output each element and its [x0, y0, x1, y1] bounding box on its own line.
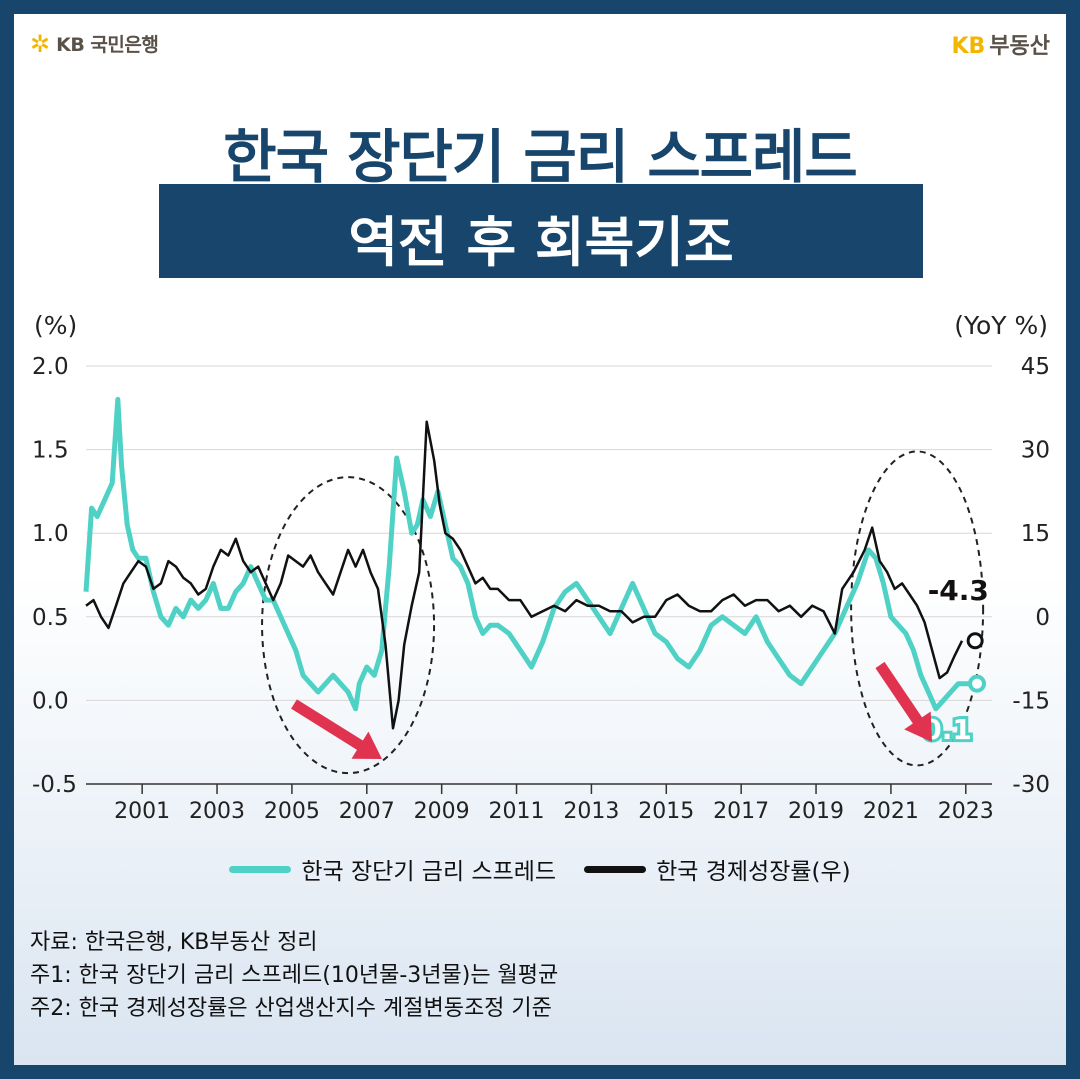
line-chart: 2.0 45 1.5 30 1.0 15 0.5 0 0.0 -15 -0.5 -30 2001 2003…: [32, 354, 1050, 824]
legend-swatch-spread: [229, 865, 292, 873]
background-gradient: [14, 574, 1066, 1065]
legend-label-growth: 한국 경제성장률(우): [656, 859, 851, 885]
y-left-tick-label: 2.0: [32, 354, 69, 380]
x-tick-label: 2007: [339, 799, 395, 824]
x-tick-label: 2017: [713, 799, 769, 824]
growth-last-value-label: -4.3: [928, 574, 989, 607]
kb-bank-logo-text: KB 국민은행: [56, 34, 159, 56]
y-right-unit-label: (YoY %): [954, 311, 1048, 340]
footnote-2: 주2: 한국 경제성장률은 산업생산지수 계절변동조정 기준: [30, 996, 552, 1021]
footnote-source: 자료: 한국은행, KB부동산 정리: [30, 930, 318, 955]
y-left-unit-label: (%): [34, 311, 78, 340]
y-right-tick-label: 30: [1021, 438, 1050, 464]
y-left-tick-label: 0.5: [32, 605, 69, 631]
legend-swatch-growth: [584, 865, 647, 873]
x-tick-label: 2013: [563, 799, 619, 824]
kb-realestate-logo: KB 부동산: [951, 28, 1050, 60]
y-right-tick-label: -15: [1012, 688, 1050, 714]
y-right-tick-label: 0: [1035, 605, 1050, 631]
x-tick-label: 2019: [788, 799, 844, 824]
chart-legend: 한국 장단기 금리 스프레드 한국 경제성장률(우): [14, 852, 1066, 886]
footnote-1: 주1: 한국 장단기 금리 스프레드(10년물-3년물)는 월평균: [30, 963, 559, 988]
infographic-card: ✲ KB 국민은행 KB 부동산 한국 장단기 금리 스프레드 역전 후 회복기조…: [14, 14, 1066, 1065]
downtrend-arrow-2008-head: [351, 731, 382, 759]
x-tick-label: 2021: [863, 799, 919, 824]
x-tick-label: 2003: [189, 799, 245, 824]
downtrend-arrow-2022-head: [904, 711, 932, 742]
x-tick-label: 2005: [264, 799, 320, 824]
series-line-spread: [83, 396, 970, 712]
y-left-tick-label: 1.0: [32, 521, 69, 547]
highlight-ellipse-2022: [850, 450, 985, 767]
x-tick-label: 2023: [938, 799, 994, 824]
y-left-tick-label: -0.5: [32, 772, 77, 798]
y-left-tick-label: 1.5: [32, 438, 69, 464]
kb-realestate-logo-text: 부동산: [989, 34, 1050, 59]
legend-item-spread: 한국 장단기 금리 스프레드: [229, 852, 556, 886]
series-line-growth: [85, 420, 964, 730]
y-left-tick-label: 0.0: [32, 688, 69, 714]
legend-label-spread: 한국 장단기 금리 스프레드: [301, 859, 557, 885]
downtrend-arrow-2008-shaft: [291, 699, 370, 754]
kb-realestate-logo-kb: KB: [951, 34, 986, 59]
y-right-tick-label: 15: [1021, 521, 1050, 547]
downtrend-arrow-2022-shaft: [875, 661, 928, 732]
growth-end-marker: [966, 632, 984, 650]
highlight-ellipse-2008: [261, 476, 436, 775]
legend-item-growth: 한국 경제성장률(우): [584, 852, 851, 886]
spread-end-marker: [968, 674, 987, 693]
y-right-tick-label: 45: [1021, 354, 1050, 380]
title-line-2: 역전 후 회복기조: [348, 211, 734, 274]
title-line-1: 한국 장단기 금리 스프레드: [223, 123, 858, 191]
kb-star-icon: ✲: [30, 29, 51, 58]
footnotes: 자료: 한국은행, KB부동산 정리 주1: 한국 장단기 금리 스프레드(10…: [30, 926, 558, 1025]
x-tick-label: 2009: [414, 799, 470, 824]
x-tick-label: 2011: [489, 799, 545, 824]
kb-bank-logo: ✲ KB 국민은행: [30, 29, 159, 58]
x-tick-label: 2001: [114, 799, 170, 824]
title-banner: 역전 후 회복기조: [159, 184, 923, 278]
y-right-tick-label: -30: [1012, 772, 1050, 798]
x-tick-label: 2015: [638, 799, 694, 824]
